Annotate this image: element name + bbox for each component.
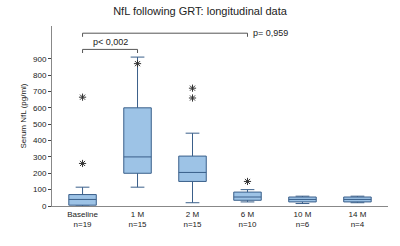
svg-text:Serum NfL (pg/ml): Serum NfL (pg/ml) <box>19 83 28 148</box>
svg-text:900: 900 <box>33 55 47 64</box>
svg-text:Baselinen=19: Baselinen=19 <box>67 210 98 229</box>
svg-text:600: 600 <box>33 104 47 113</box>
svg-text:6 Mn=10: 6 Mn=10 <box>238 210 257 229</box>
svg-text:200: 200 <box>33 169 47 178</box>
svg-text:100: 100 <box>33 185 47 194</box>
svg-text:p= 0,959: p= 0,959 <box>253 28 288 38</box>
svg-text:0: 0 <box>42 202 47 211</box>
svg-text:10 Mn=6: 10 Mn=6 <box>294 210 312 229</box>
svg-text:400: 400 <box>33 136 47 145</box>
svg-text:500: 500 <box>33 120 47 129</box>
svg-text:2 Mn=15: 2 Mn=15 <box>183 210 202 229</box>
svg-text:14 Mn=4: 14 Mn=4 <box>349 210 367 229</box>
svg-text:800: 800 <box>33 71 47 80</box>
svg-text:1 Mn=15: 1 Mn=15 <box>129 210 148 229</box>
svg-text:700: 700 <box>33 87 47 96</box>
svg-text:300: 300 <box>33 153 47 162</box>
svg-text:p< 0,002: p< 0,002 <box>93 37 128 47</box>
svg-text:NfL following GRT: longitudina: NfL following GRT: longitudinal data <box>113 5 288 17</box>
